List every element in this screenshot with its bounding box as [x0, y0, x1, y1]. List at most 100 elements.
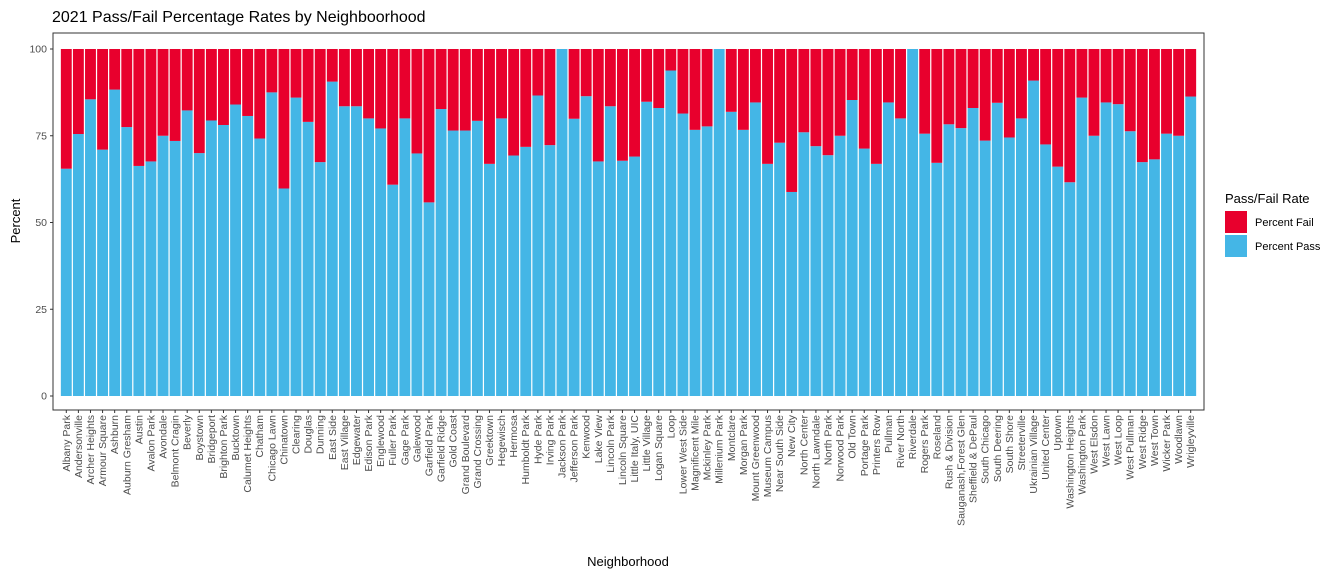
x-tick-label: Norwood Park — [835, 414, 847, 481]
bar-pass — [363, 118, 374, 397]
x-tick-label: Hyde Park — [532, 414, 544, 464]
legend-label-pass: Percent Pass — [1255, 241, 1321, 253]
bar-fail — [774, 49, 786, 143]
x-tick-label: Douglas — [303, 415, 315, 454]
bar-pass — [604, 106, 616, 396]
bar-fail — [665, 49, 677, 71]
x-tick-label: Bridgeport — [206, 415, 218, 464]
x-tick-label: South Deering — [992, 415, 1004, 482]
x-tick-label: Dunning — [315, 415, 327, 454]
x-tick-label: Chicago Lawn — [266, 415, 278, 482]
bar-fail — [786, 49, 798, 192]
x-tick-label: West Pullman — [1125, 415, 1137, 480]
bar-fail — [484, 49, 495, 164]
bar-fail — [411, 49, 423, 154]
x-tick-label: South Shore — [1004, 415, 1016, 474]
x-tick-label: Hermosa — [508, 415, 520, 458]
bar-pass — [97, 149, 109, 396]
x-tick-label: Lincoln Park — [605, 414, 617, 473]
x-tick-label: Ashburn — [109, 415, 121, 454]
bar-pass — [774, 142, 786, 396]
x-tick-label: Grand Boulevard — [460, 415, 472, 495]
bar-pass — [762, 163, 773, 396]
bar-pass — [967, 107, 979, 397]
bar-fail — [109, 49, 121, 90]
bar-pass — [870, 163, 882, 396]
x-tick-label: Near South Side — [774, 415, 786, 492]
y-tick-label: 75 — [35, 130, 47, 142]
x-axis: Albany Park Andersonville Archer Heights Ar… — [61, 410, 1197, 526]
bar-pass — [145, 161, 157, 396]
bar-fail — [1124, 49, 1136, 132]
bar-fail — [1136, 49, 1148, 163]
bar-pass — [919, 133, 931, 396]
bar-pass — [423, 202, 435, 396]
bar-fail — [169, 49, 181, 141]
x-tick-label: Auburn Gresham — [121, 415, 133, 495]
bar-fail — [641, 49, 653, 102]
bar-fail — [870, 49, 882, 164]
bar-pass — [230, 104, 242, 397]
y-tick-label: 25 — [35, 304, 47, 316]
bar-fail — [798, 49, 810, 133]
x-tick-label: Loop — [665, 415, 677, 439]
bar-fail — [617, 49, 628, 161]
x-tick-label: Brighton Park — [218, 414, 230, 478]
x-tick-label: Bucktown — [230, 415, 242, 461]
bar-fail — [459, 49, 471, 131]
bar-pass — [254, 138, 266, 396]
x-tick-label: Beverly — [182, 414, 194, 450]
bar-pass — [701, 126, 713, 397]
bar-pass — [532, 95, 544, 397]
bar-fail — [230, 49, 242, 105]
x-tick-label: Calumet Heights — [242, 415, 254, 493]
bar-fail — [496, 49, 507, 119]
bar-fail — [1088, 49, 1100, 136]
bar-fail — [181, 49, 193, 111]
bar-fail — [1161, 49, 1172, 134]
bar-fail — [72, 49, 84, 135]
bar-pass — [653, 107, 665, 397]
bar-fail — [447, 49, 459, 131]
x-tick-label: Irving Park — [544, 414, 556, 465]
bar-fail — [375, 49, 387, 129]
bar-pass — [1040, 144, 1052, 396]
bar-pass — [193, 153, 205, 396]
x-tick-label: Museum Campus — [762, 415, 774, 497]
bar-pass — [121, 127, 133, 396]
bar-pass — [883, 102, 894, 397]
bar-fail — [895, 49, 906, 119]
bar-fail — [1064, 49, 1076, 183]
x-tick-label: Boystown — [194, 415, 206, 461]
bar-fail — [60, 49, 72, 169]
bar-fail — [653, 49, 665, 108]
bar-fail — [1028, 49, 1039, 81]
bar-fail — [919, 49, 931, 134]
x-tick-label: Kenwood — [581, 415, 593, 459]
bar-fail — [580, 49, 592, 97]
x-tick-label: River North — [895, 415, 907, 468]
x-tick-label: Englewood — [375, 415, 387, 467]
x-tick-label: Edgewater — [351, 415, 363, 466]
bar-pass — [858, 148, 870, 396]
x-tick-label: Jefferson Park — [569, 414, 581, 482]
bar-pass — [1124, 131, 1136, 396]
bar-pass — [133, 165, 145, 396]
bar-fail — [1076, 49, 1088, 98]
x-tick-label: East Village — [339, 415, 351, 470]
x-tick-label: United Center — [1040, 415, 1052, 480]
x-tick-label: Humboldt Park — [520, 414, 532, 484]
bars-group — [60, 49, 1197, 397]
x-tick-label: Morgan Park — [738, 414, 750, 475]
x-tick-label: Washington Heights — [1064, 415, 1076, 509]
x-tick-label: Roseland — [931, 415, 943, 460]
bar-fail — [423, 49, 435, 203]
bar-pass — [338, 106, 350, 396]
x-tick-label: Rogers Park — [919, 414, 931, 473]
x-tick-label: South Chicago — [980, 415, 992, 484]
bar-fail — [520, 49, 532, 147]
bar-fail — [846, 49, 858, 101]
bar-fail — [1040, 49, 1052, 145]
bar-pass — [157, 135, 169, 396]
y-tick-label: 100 — [29, 44, 47, 56]
